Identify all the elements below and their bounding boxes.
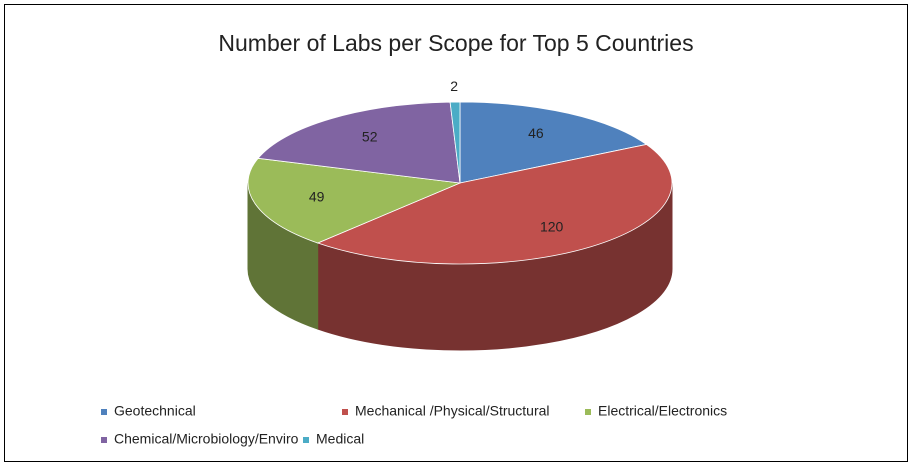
legend-label: Mechanical /Physical/Structural [355, 403, 550, 419]
legend-marker [342, 409, 348, 415]
slice [316, 143, 673, 265]
data-label: 120 [540, 218, 564, 234]
legend-marker [585, 409, 591, 415]
slice [257, 101, 461, 184]
data-label: 46 [528, 125, 544, 141]
data-label: 2 [450, 78, 458, 94]
legend-label: Electrical/Electronics [598, 403, 727, 419]
slice [459, 101, 648, 184]
legend-marker [303, 437, 309, 443]
chart-title: Number of Labs per Scope for Top 5 Count… [218, 30, 693, 56]
slice [449, 101, 461, 184]
data-label: 52 [362, 129, 378, 145]
legend-label: Geotechnical [114, 403, 196, 419]
legend-label: Chemical/Microbiology/Enviro [114, 431, 299, 447]
slice [247, 157, 462, 244]
legend-label: Medical [316, 431, 364, 447]
legend-marker [101, 409, 107, 415]
legend-marker [101, 437, 107, 443]
data-label: 49 [309, 188, 325, 204]
